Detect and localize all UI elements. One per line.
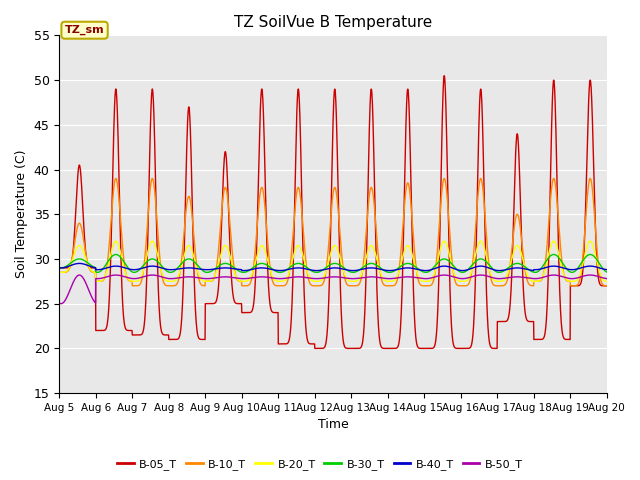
B-10_T	[56, 269, 63, 275]
B-40_T	[349, 268, 357, 274]
B-05_T	[603, 283, 611, 288]
B-20_T	[493, 278, 500, 284]
B-20_T	[56, 269, 63, 275]
B-10_T	[130, 283, 138, 288]
B-50_T	[603, 276, 611, 281]
Line: B-20_T: B-20_T	[60, 241, 607, 281]
B-20_T	[603, 278, 611, 284]
B-10_T	[209, 278, 216, 284]
B-20_T	[555, 251, 563, 257]
B-05_T	[56, 265, 63, 271]
B-40_T	[570, 267, 578, 273]
Title: TZ SoilVue B Temperature: TZ SoilVue B Temperature	[234, 15, 432, 30]
B-50_T	[57, 301, 65, 307]
B-40_T	[555, 264, 563, 270]
Text: TZ_sm: TZ_sm	[65, 25, 104, 36]
B-10_T	[148, 176, 156, 181]
Line: B-05_T: B-05_T	[60, 76, 607, 348]
B-05_T	[493, 346, 500, 351]
Legend: B-05_T, B-10_T, B-20_T, B-30_T, B-40_T, B-50_T: B-05_T, B-10_T, B-20_T, B-30_T, B-40_T, …	[113, 455, 527, 474]
B-30_T	[112, 252, 120, 257]
B-30_T	[603, 269, 611, 275]
B-10_T	[603, 283, 611, 288]
B-40_T	[56, 265, 63, 271]
B-05_T	[570, 283, 578, 288]
B-50_T	[148, 272, 156, 278]
B-10_T	[555, 220, 563, 226]
B-20_T	[148, 238, 156, 244]
B-05_T	[312, 346, 320, 351]
B-50_T	[209, 276, 216, 281]
Line: B-10_T: B-10_T	[60, 179, 607, 286]
B-40_T	[208, 266, 216, 272]
B-40_T	[240, 268, 248, 274]
Line: B-40_T: B-40_T	[60, 264, 607, 271]
B-30_T	[493, 269, 500, 275]
B-05_T	[349, 346, 356, 351]
Line: B-50_T: B-50_T	[60, 275, 607, 304]
B-20_T	[570, 278, 578, 284]
B-40_T	[361, 266, 369, 272]
B-10_T	[361, 243, 369, 249]
B-40_T	[603, 267, 611, 273]
B-30_T	[167, 269, 175, 275]
B-50_T	[493, 276, 500, 281]
X-axis label: Time: Time	[317, 419, 348, 432]
B-50_T	[555, 273, 563, 278]
B-20_T	[167, 278, 175, 284]
B-20_T	[361, 259, 369, 264]
B-05_T	[555, 254, 563, 260]
B-50_T	[361, 275, 369, 280]
B-10_T	[493, 283, 500, 288]
B-10_T	[570, 283, 578, 288]
B-30_T	[209, 268, 216, 274]
B-50_T	[349, 276, 357, 281]
B-10_T	[349, 283, 357, 288]
B-40_T	[493, 267, 500, 273]
B-05_T	[208, 301, 216, 307]
B-05_T	[440, 73, 448, 79]
B-30_T	[555, 255, 563, 261]
B-40_T	[76, 261, 83, 266]
B-30_T	[56, 265, 63, 271]
B-50_T	[56, 300, 63, 306]
B-05_T	[361, 310, 369, 316]
B-30_T	[570, 269, 578, 275]
B-20_T	[209, 277, 216, 283]
Line: B-30_T: B-30_T	[60, 254, 607, 272]
B-30_T	[349, 269, 357, 275]
B-20_T	[349, 278, 357, 284]
B-30_T	[361, 263, 369, 269]
Y-axis label: Soil Temperature (C): Soil Temperature (C)	[15, 150, 28, 278]
B-50_T	[570, 276, 578, 281]
